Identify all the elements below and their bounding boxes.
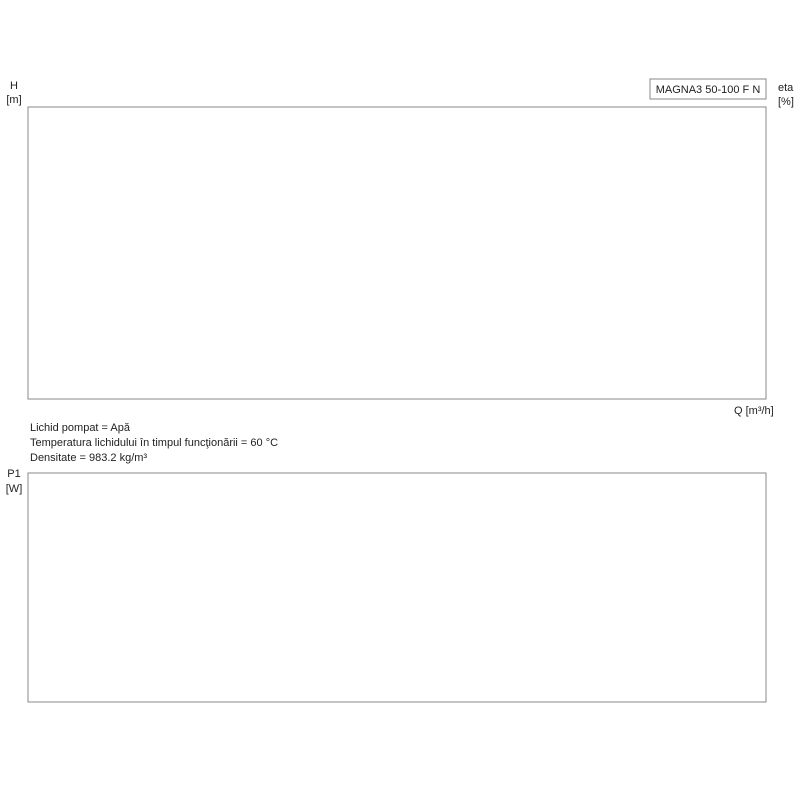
model-label: MAGNA3 50-100 F N xyxy=(656,84,761,96)
plot-frame xyxy=(27,106,767,400)
text-layer: MAGNA3 50-100 F N H [m] eta [%] Q [m³/h]… xyxy=(6,80,794,495)
annotation: Temperatura lichidului în timpul funcţio… xyxy=(30,437,278,449)
model-box xyxy=(649,78,767,100)
annotation: Lichid pompat = Apă xyxy=(30,422,131,434)
y2-axis-unit: [%] xyxy=(778,96,794,108)
annotation: Densitate = 983.2 kg/m³ xyxy=(30,452,147,464)
x-axis-label: Q [m³/h] xyxy=(734,405,774,417)
y-axis-unit: [W] xyxy=(6,483,23,495)
y-axis-label: P1 xyxy=(7,468,20,480)
plot-frame xyxy=(27,472,767,703)
frame-layer xyxy=(27,78,767,703)
y-axis-label: H xyxy=(10,80,18,92)
y-axis-unit: [m] xyxy=(6,94,21,106)
y2-axis-label: eta xyxy=(778,82,794,94)
